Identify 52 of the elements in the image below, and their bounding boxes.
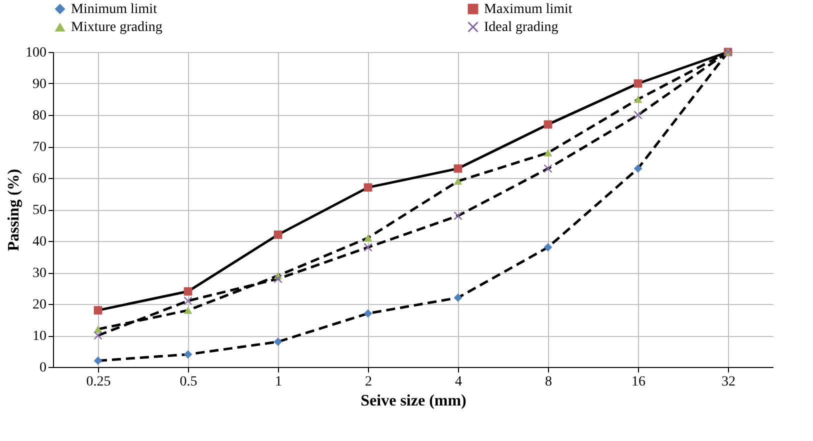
point [634, 110, 642, 120]
point [364, 309, 372, 318]
y-tick-label: 70 [32, 140, 46, 155]
point [94, 331, 102, 340]
y-tick-label: 0 [40, 360, 46, 376]
y-tick-label: 30 [32, 266, 46, 281]
point [544, 164, 552, 173]
point [94, 356, 102, 365]
point [184, 350, 192, 359]
point [184, 287, 192, 296]
point [274, 274, 282, 283]
point [544, 149, 552, 156]
y-tick-label: 60 [32, 172, 46, 186]
x-tick-label: 1 [275, 374, 282, 390]
point [364, 234, 372, 242]
point [184, 306, 192, 314]
y-tick-label: 20 [32, 298, 46, 312]
point [94, 306, 102, 314]
y-tick-label: 90 [32, 77, 46, 92]
x-tick-label: 4 [455, 374, 462, 390]
legend-label: Minimum limit [71, 2, 158, 17]
y-axis-title: Passing (%) [6, 168, 22, 252]
x-tick-label: 32 [722, 374, 736, 390]
point [454, 164, 462, 173]
x-tick-label: 2 [365, 374, 372, 390]
legend-label: Maximum limit [484, 2, 572, 17]
x-axis-title: Seive size (mm) [360, 392, 466, 410]
x-tick-label: 16 [632, 374, 646, 390]
legend-label: Mixture grading [71, 20, 162, 35]
point [454, 212, 462, 220]
x-tick-label: 8 [545, 374, 552, 390]
y-tick-label: 80 [32, 108, 46, 124]
x-tick-label: 0.5 [180, 374, 198, 390]
y-tick-label: 50 [32, 203, 46, 218]
y-tick-label: 40 [32, 234, 46, 250]
point [94, 326, 102, 333]
point [184, 296, 192, 306]
y-tick-label: 100 [26, 46, 46, 60]
point [544, 120, 552, 129]
point [634, 79, 642, 88]
point [364, 183, 372, 192]
point [364, 243, 372, 252]
point [274, 338, 282, 346]
point [274, 230, 282, 239]
point [454, 178, 462, 185]
y-tick-label: 10 [32, 329, 46, 344]
legend-label: Ideal grading [484, 20, 558, 35]
point [454, 294, 462, 302]
point [634, 164, 642, 173]
point [544, 243, 552, 252]
x-tick-label: 0.25 [86, 374, 111, 390]
point [634, 96, 642, 103]
